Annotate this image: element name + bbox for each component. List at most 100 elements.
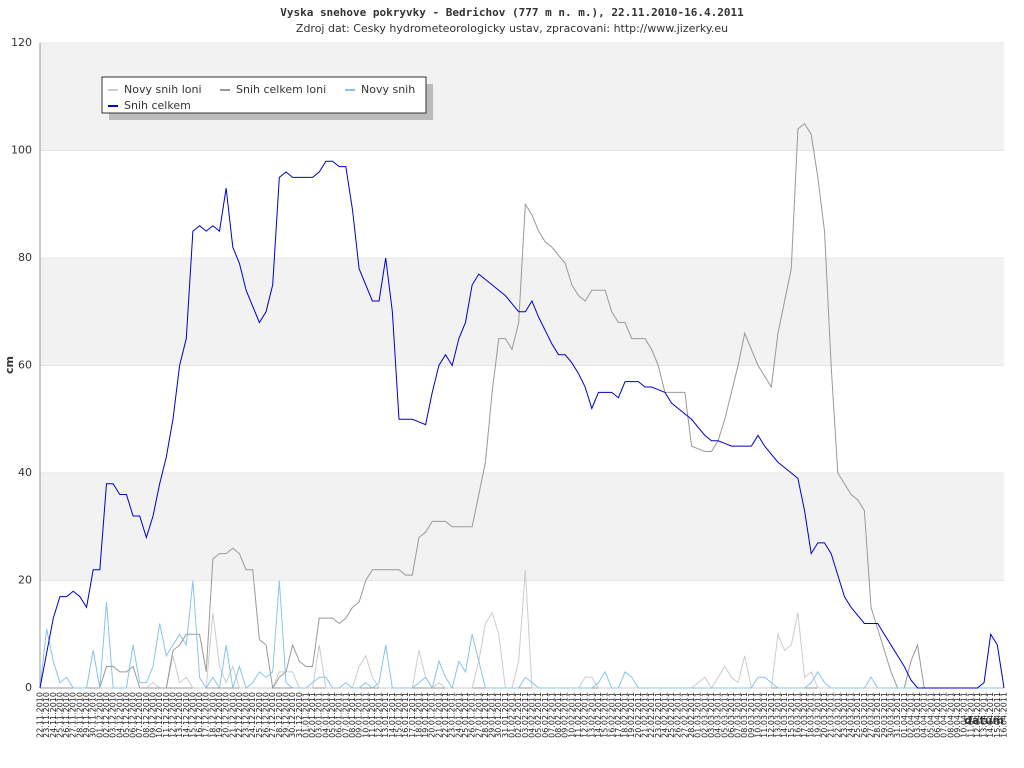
x-tick-label: 14.01.2011 [388, 692, 397, 738]
y-tick-label: 120 [11, 36, 32, 49]
x-tick-label: 30.12.2010 [288, 692, 297, 738]
x-tick-label: 10.01.2011 [361, 692, 370, 738]
x-tick-label: 15.03.2011 [787, 692, 796, 738]
x-tick-label: 07.03.2011 [734, 692, 743, 738]
x-tick-label: 18.01.2011 [414, 692, 423, 738]
x-tick-label: 01.02.2011 [508, 692, 517, 738]
x-tick-label: 11.04.2011 [966, 692, 975, 738]
x-tick-label: 25.01.2011 [461, 692, 470, 738]
x-tick-label: 11.12.2010 [162, 692, 171, 738]
x-tick-label: 04.12.2010 [115, 692, 124, 738]
x-tick-label: 09.01.2011 [355, 692, 364, 738]
x-tick-label: 24.02.2011 [660, 692, 669, 738]
x-tick-label: 21.12.2010 [228, 692, 237, 738]
x-tick-label: 08.02.2011 [554, 692, 563, 738]
y-tick-label: 20 [18, 574, 32, 587]
x-tick-label: 04.04.2011 [920, 692, 929, 738]
x-tick-label: 03.03.2011 [707, 692, 716, 738]
x-tick-label: 25.02.2011 [667, 692, 676, 738]
legend-label: Snih celkem loni [236, 83, 326, 96]
x-tick-label: 29.11.2010 [82, 692, 91, 738]
x-tick-label: 15.12.2010 [188, 692, 197, 738]
grid-band [40, 473, 1004, 581]
legend-label: Novy snih loni [124, 83, 202, 96]
plot-background [39, 42, 1004, 689]
x-tick-label: 12.01.2011 [375, 692, 384, 738]
x-tick-label: 18.02.2011 [621, 692, 630, 738]
x-tick-label: 06.04.2011 [933, 692, 942, 738]
x-tick-label: 13.01.2011 [381, 692, 390, 738]
x-tick-label: 21.02.2011 [640, 692, 649, 738]
x-tick-label: 07.12.2010 [135, 692, 144, 738]
x-tick-label: 01.12.2010 [95, 692, 104, 738]
x-tick-label: 10.12.2010 [155, 692, 164, 738]
x-tick-label: 31.01.2011 [501, 692, 510, 738]
x-tick-label: 26.02.2011 [674, 692, 683, 738]
x-tick-label: 03.02.2011 [521, 692, 530, 738]
x-tick-label: 23.12.2010 [242, 692, 251, 738]
x-tick-label: 19.01.2011 [421, 692, 430, 738]
x-tick-label: 01.01.2011 [301, 692, 310, 738]
x-tick-label: 27.03.2011 [867, 692, 876, 738]
x-tick-label: 31.12.2010 [295, 692, 304, 738]
x-tick-label: 20.12.2010 [222, 692, 231, 738]
x-tick-label: 26.03.2011 [860, 692, 869, 738]
x-tick-label: 26.12.2010 [262, 692, 271, 738]
x-tick-label: 04.01.2011 [321, 692, 330, 738]
x-tick-label: 12.03.2011 [767, 692, 776, 738]
x-tick-label: 07.02.2011 [547, 692, 556, 738]
x-tick-label: 08.03.2011 [740, 692, 749, 738]
x-tick-label: 10.04.2011 [960, 692, 969, 738]
x-tick-label: 11.02.2011 [574, 692, 583, 738]
x-tick-label: 27.12.2010 [268, 692, 277, 738]
x-tick-label: 13.12.2010 [175, 692, 184, 738]
x-tick-label: 03.12.2010 [109, 692, 118, 738]
x-tick-label: 04.02.2011 [527, 692, 536, 738]
x-tick-label: 19.02.2011 [627, 692, 636, 738]
x-tick-label: 13.04.2011 [980, 692, 989, 738]
x-tick-label: 07.01.2011 [341, 692, 350, 738]
x-tick-label: 22.12.2010 [235, 692, 244, 738]
x-tick-label: 15.01.2011 [395, 692, 404, 738]
x-tick-label: 12.12.2010 [168, 692, 177, 738]
x-tick-label: 16.03.2011 [793, 692, 802, 738]
x-tick-label: 27.01.2011 [474, 692, 483, 738]
x-tick-label: 30.03.2011 [886, 692, 895, 738]
x-tick-label: 14.12.2010 [182, 692, 191, 738]
x-tick-label: 26.01.2011 [468, 692, 477, 738]
x-tick-label: 17.01.2011 [408, 692, 417, 738]
x-tick-label: 22.02.2011 [647, 692, 656, 738]
x-tick-label: 14.02.2011 [594, 692, 603, 738]
x-tick-label: 13.02.2011 [587, 692, 596, 738]
x-tick-label: 21.01.2011 [434, 692, 443, 738]
x-axis-title: datum [964, 714, 1004, 727]
x-tick-label: 23.02.2011 [654, 692, 663, 738]
x-tick-label: 14.03.2011 [780, 692, 789, 738]
x-tick-label: 29.01.2011 [488, 692, 497, 738]
x-tick-label: 06.02.2011 [541, 692, 550, 738]
grid-band [40, 365, 1004, 473]
x-tick-label: 06.03.2011 [727, 692, 736, 738]
x-tick-label: 18.03.2011 [807, 692, 816, 738]
x-tick-label: 22.01.2011 [441, 692, 450, 738]
x-tick-label: 24.11.2010 [49, 692, 58, 738]
x-tick-label: 01.03.2011 [694, 692, 703, 738]
x-tick-label: 03.01.2011 [315, 692, 324, 738]
x-tick-label: 26.11.2010 [62, 692, 71, 738]
x-tick-label: 14.04.2011 [986, 692, 995, 738]
grid-band [40, 580, 1004, 688]
x-tick-label: 20.03.2011 [820, 692, 829, 738]
y-tick-label: 0 [25, 681, 32, 694]
chart-title: Vyska snehove pokryvky - Bedrichov (777 … [280, 6, 744, 19]
x-tick-label: 28.11.2010 [75, 692, 84, 738]
x-tick-label: 29.12.2010 [281, 692, 290, 738]
x-tick-label: 23.11.2010 [42, 692, 51, 738]
x-tick-label: 11.01.2011 [368, 692, 377, 738]
x-tick-label: 25.11.2010 [55, 692, 64, 738]
x-tick-label: 10.03.2011 [754, 692, 763, 738]
x-tick-label: 17.02.2011 [614, 692, 623, 738]
x-tick-label: 22.03.2011 [833, 692, 842, 738]
x-tick-label: 30.01.2011 [494, 692, 503, 738]
series-line [39, 160, 1005, 689]
